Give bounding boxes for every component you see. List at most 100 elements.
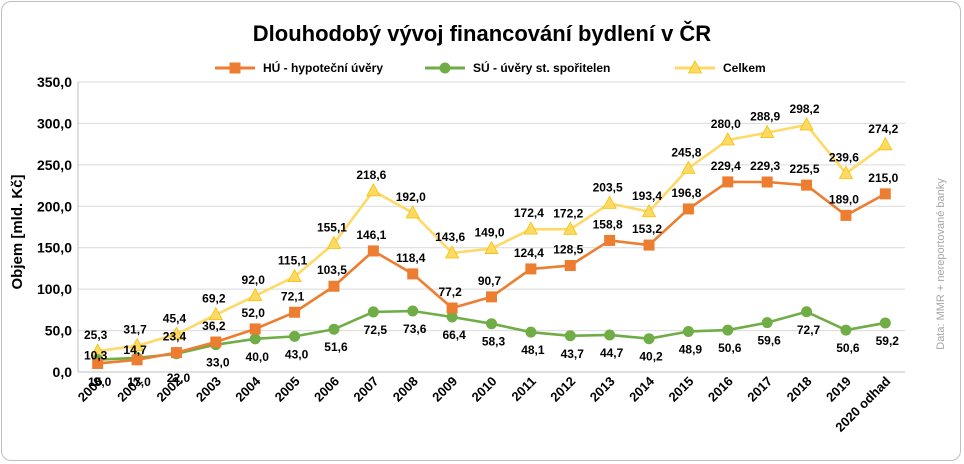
source-note: Data: MMR + nereportované banky <box>935 178 947 350</box>
data-label-hu: 118,4 <box>396 251 426 265</box>
data-label-celkem: 31,7 <box>123 323 147 337</box>
legend: HÚ - hypoteční úvěry SÚ - úvěry st. spoři… <box>215 60 766 75</box>
data-label-hu: 10,3 <box>84 348 108 362</box>
data-point <box>523 221 539 235</box>
data-point <box>643 239 655 251</box>
x-tick-label: 2005 <box>272 374 303 405</box>
data-label-su: 44,7 <box>600 346 624 360</box>
data-point <box>407 268 419 280</box>
data-label-hu: 14,7 <box>123 343 147 357</box>
data-point <box>564 260 576 272</box>
data-point <box>720 132 735 146</box>
legend-marker <box>439 62 451 74</box>
y-tick-label: 150,0 <box>37 240 72 256</box>
data-label-celkem: 155,1 <box>317 220 347 234</box>
data-point <box>486 318 497 330</box>
data-point <box>248 287 263 302</box>
data-label-su: 73,6 <box>403 322 427 336</box>
data-label-hu: 189,0 <box>829 192 859 206</box>
data-label-su: 72,7 <box>797 323 821 337</box>
data-point <box>801 306 813 318</box>
data-label-su: 59,2 <box>876 334 900 348</box>
x-axis: 2000 2001 2002 2003 2004 2005 2006 2007 2008 2009… <box>75 371 905 435</box>
data-point <box>328 323 340 335</box>
data-point <box>525 263 537 275</box>
data-point <box>681 160 696 174</box>
data-label-hu: 146,1 <box>356 228 386 242</box>
data-label-su: 22,0 <box>167 371 191 385</box>
data-label-hu: 90,7 <box>478 274 502 288</box>
data-label-su: 33,0 <box>206 356 230 370</box>
data-label-su: 50,6 <box>836 341 860 355</box>
data-label-celkem: 203,5 <box>593 180 623 194</box>
data-point <box>366 183 381 197</box>
data-label-celkem: 92,0 <box>242 273 266 287</box>
data-point <box>486 291 497 303</box>
series-markers <box>90 117 893 369</box>
data-label-celkem: 298,2 <box>790 102 820 116</box>
legend-label: HÚ - hypoteční úvěry <box>263 60 383 75</box>
data-label-celkem: 192,0 <box>396 190 426 204</box>
data-label-su: 43,7 <box>561 347 585 361</box>
data-point <box>604 329 616 341</box>
data-point <box>249 333 261 345</box>
data-labels: 25,3 31,7 45,4 69,2 92,0 115,1 155,1 218,6 192,0… <box>84 102 899 389</box>
data-label-su: 58,3 <box>482 335 506 349</box>
x-tick-label: 2015 <box>665 374 696 405</box>
data-point <box>328 280 340 292</box>
data-label-hu: 36,2 <box>202 319 226 333</box>
y-tick-label: 350,0 <box>37 74 72 90</box>
data-point <box>92 357 104 369</box>
legend-marker <box>229 62 241 74</box>
data-label-celkem: 25,3 <box>84 328 108 342</box>
data-point <box>840 209 852 221</box>
y-axis: 0,0 50,0 100,0 150,0 200,0 250,0 300,0 350,0 <box>37 74 79 380</box>
data-point <box>289 306 301 318</box>
data-point <box>761 176 773 188</box>
data-label-hu: 215,0 <box>868 171 898 185</box>
data-label-celkem: 69,2 <box>202 292 226 306</box>
data-label-su: 48,9 <box>679 342 703 356</box>
y-tick-label: 200,0 <box>37 198 72 214</box>
data-point <box>641 203 657 218</box>
y-tick-label: 100,0 <box>37 281 72 297</box>
data-label-su: 17,0 <box>127 375 151 389</box>
x-tick-label: 2018 <box>784 374 815 405</box>
data-label-hu: 72,1 <box>281 289 305 303</box>
data-label-su: 48,1 <box>521 343 545 357</box>
data-label-hu: 124,4 <box>514 246 544 260</box>
data-label-celkem: 274,2 <box>868 122 898 136</box>
y-tick-label: 0,0 <box>53 364 73 380</box>
data-point <box>210 336 222 348</box>
data-label-su: 43,0 <box>285 347 309 361</box>
data-point <box>446 302 458 314</box>
data-point <box>208 306 224 321</box>
data-label-hu: 23,4 <box>163 330 187 344</box>
data-point <box>170 347 182 359</box>
data-point <box>407 305 419 317</box>
data-point <box>838 165 854 179</box>
data-label-hu: 77,2 <box>438 285 462 299</box>
data-point <box>840 324 852 336</box>
data-label-celkem: 245,8 <box>671 145 701 159</box>
data-point <box>682 203 694 215</box>
data-point <box>367 245 379 257</box>
data-label-hu: 225,5 <box>790 162 820 176</box>
x-tick-label: 2017 <box>744 374 775 405</box>
data-label-su: 72,5 <box>364 323 388 337</box>
data-point <box>444 245 460 259</box>
y-tick-label: 50,0 <box>45 323 72 339</box>
data-point <box>722 324 734 336</box>
x-tick-label: 2010 <box>469 374 500 405</box>
x-tick-label: 2008 <box>390 374 421 405</box>
data-label-celkem: 218,6 <box>356 168 386 182</box>
data-label-celkem: 288,9 <box>750 110 780 124</box>
data-label-su: 51,6 <box>324 340 348 354</box>
data-label-su: 50,6 <box>718 341 742 355</box>
data-point <box>604 234 616 246</box>
data-point <box>287 268 302 283</box>
x-tick-label: 2003 <box>193 374 224 405</box>
x-tick-label: 2007 <box>350 374 381 405</box>
